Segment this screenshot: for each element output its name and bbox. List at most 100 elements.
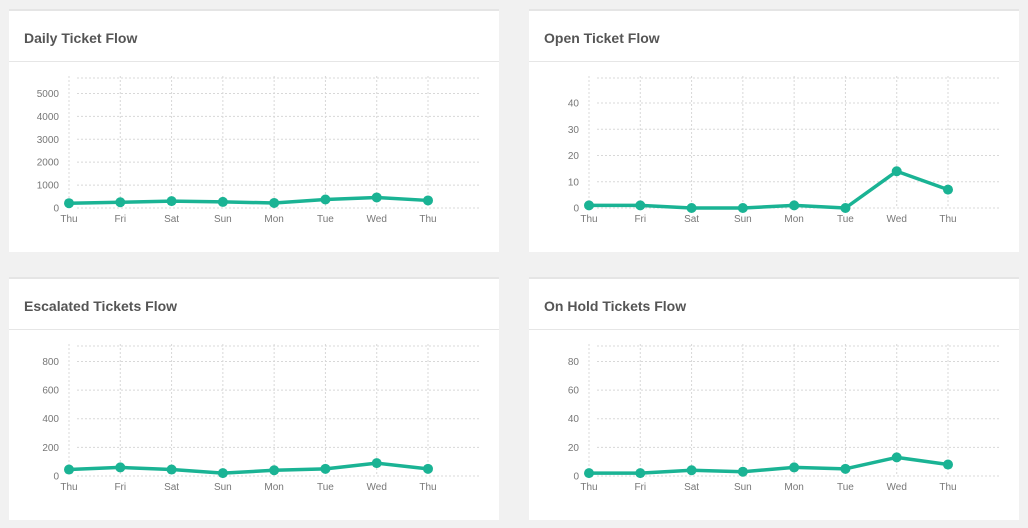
x-tick-label: Thu xyxy=(60,214,77,225)
data-point xyxy=(789,200,800,211)
x-tick-label: Tue xyxy=(317,214,334,225)
x-tick-label: Mon xyxy=(264,482,283,493)
data-point xyxy=(635,200,646,211)
panel-header: Daily Ticket Flow xyxy=(9,11,499,62)
x-tick-label: Fri xyxy=(114,482,126,493)
data-point xyxy=(269,465,280,476)
data-point xyxy=(584,200,594,211)
series-line xyxy=(67,195,430,205)
series-line xyxy=(587,455,950,475)
y-tick-label: 2000 xyxy=(37,158,60,169)
y-tick-label: 0 xyxy=(53,472,59,483)
line-chart: 0 10 20 30 40 Thu Fri Sat Sun Mon Tue Wed Thu xyxy=(568,76,999,225)
y-tick-label: 40 xyxy=(568,414,580,425)
data-point xyxy=(840,203,851,213)
x-tick-label: Sun xyxy=(214,214,232,225)
y-tick-label: 0 xyxy=(53,204,59,215)
data-point xyxy=(217,196,228,207)
x-tick-label: Sat xyxy=(684,482,699,493)
chart-title: On Hold Tickets Flow xyxy=(544,298,687,314)
y-tick-label: 0 xyxy=(573,204,579,215)
data-point xyxy=(737,466,748,477)
data-point xyxy=(423,195,433,206)
x-tick-label: Sat xyxy=(164,482,179,493)
x-tick-label: Thu xyxy=(580,482,597,493)
data-point xyxy=(840,463,851,474)
data-point xyxy=(891,166,902,177)
data-point xyxy=(943,184,953,195)
y-tick-label: 60 xyxy=(568,386,580,397)
data-point xyxy=(686,203,697,213)
data-point xyxy=(584,468,594,479)
y-tick-label: 30 xyxy=(568,125,580,136)
data-point xyxy=(789,462,800,473)
data-point xyxy=(166,196,177,207)
panel-on-hold-tickets-flow: On Hold Tickets Flow 0 20 40 60 80 Thu Fri Sat S… xyxy=(529,277,1019,520)
series-line xyxy=(67,461,430,475)
x-tick-label: Wed xyxy=(367,214,387,225)
x-tick-label: Thu xyxy=(939,482,956,493)
y-tick-label: 3000 xyxy=(37,135,60,146)
y-tick-label: 20 xyxy=(568,443,580,454)
x-tick-label: Fri xyxy=(114,214,126,225)
data-point xyxy=(115,197,126,208)
line-chart: 0 1000 2000 3000 4000 5000 Thu Fri Sat Sun Mon Tue W… xyxy=(37,76,479,225)
y-tick-label: 20 xyxy=(568,151,580,162)
panel-daily-ticket-flow: Daily Ticket Flow 0 1000 2000 3000 4000 5000 T… xyxy=(9,9,499,252)
data-point xyxy=(371,458,382,469)
data-point xyxy=(371,192,382,203)
y-tick-label: 1000 xyxy=(37,181,60,192)
data-point xyxy=(635,468,646,479)
panel-header: Escalated Tickets Flow xyxy=(9,279,499,330)
y-tick-label: 600 xyxy=(42,386,59,397)
y-tick-label: 80 xyxy=(568,357,580,368)
data-point xyxy=(943,459,953,470)
x-tick-label: Thu xyxy=(580,214,597,225)
y-tick-label: 200 xyxy=(42,443,59,454)
x-tick-label: Fri xyxy=(634,214,646,225)
panel-header: On Hold Tickets Flow xyxy=(529,279,1019,330)
x-tick-label: Tue xyxy=(837,482,854,493)
data-point xyxy=(891,452,902,463)
x-tick-label: Mon xyxy=(264,214,283,225)
chart-title: Daily Ticket Flow xyxy=(24,30,138,46)
chart-title: Escalated Tickets Flow xyxy=(24,298,178,314)
x-tick-label: Wed xyxy=(367,482,387,493)
x-tick-label: Wed xyxy=(887,214,907,225)
x-tick-label: Thu xyxy=(419,482,436,493)
line-chart: 0 20 40 60 80 Thu Fri Sat Sun Mon Tue Wed Thu xyxy=(568,344,999,493)
x-tick-label: Fri xyxy=(634,482,646,493)
x-tick-label: Tue xyxy=(317,482,334,493)
data-point xyxy=(64,464,74,475)
x-tick-label: Sat xyxy=(684,214,699,225)
y-tick-label: 40 xyxy=(568,99,580,110)
x-tick-label: Sun xyxy=(734,214,752,225)
data-point xyxy=(320,194,331,205)
data-point xyxy=(269,197,280,208)
data-point xyxy=(217,468,228,479)
y-tick-label: 5000 xyxy=(37,89,60,100)
data-point xyxy=(423,463,433,474)
x-tick-label: Mon xyxy=(784,214,803,225)
data-point xyxy=(686,465,697,476)
y-tick-label: 4000 xyxy=(37,112,60,123)
x-tick-label: Thu xyxy=(939,214,956,225)
panel-open-ticket-flow: Open Ticket Flow 0 10 20 30 40 Thu Fri Sat Sun Mo… xyxy=(529,9,1019,252)
data-point xyxy=(64,198,74,209)
data-point xyxy=(737,203,748,213)
y-tick-label: 800 xyxy=(42,357,59,368)
x-tick-label: Sun xyxy=(214,482,232,493)
x-tick-label: Thu xyxy=(60,482,77,493)
x-tick-label: Thu xyxy=(419,214,436,225)
x-tick-label: Sat xyxy=(164,214,179,225)
line-chart: 0 200 400 600 800 Thu Fri Sat Sun Mon Tue Wed Thu xyxy=(42,344,479,493)
panel-escalated-tickets-flow: Escalated Tickets Flow 0 200 400 600 800 Thu F… xyxy=(9,277,499,520)
panel-header: Open Ticket Flow xyxy=(529,11,1019,62)
x-tick-label: Mon xyxy=(784,482,803,493)
x-tick-label: Sun xyxy=(734,482,752,493)
data-point xyxy=(115,462,126,473)
x-tick-label: Wed xyxy=(887,482,907,493)
chart-title: Open Ticket Flow xyxy=(544,30,660,46)
data-point xyxy=(320,463,331,474)
y-tick-label: 10 xyxy=(568,177,580,188)
